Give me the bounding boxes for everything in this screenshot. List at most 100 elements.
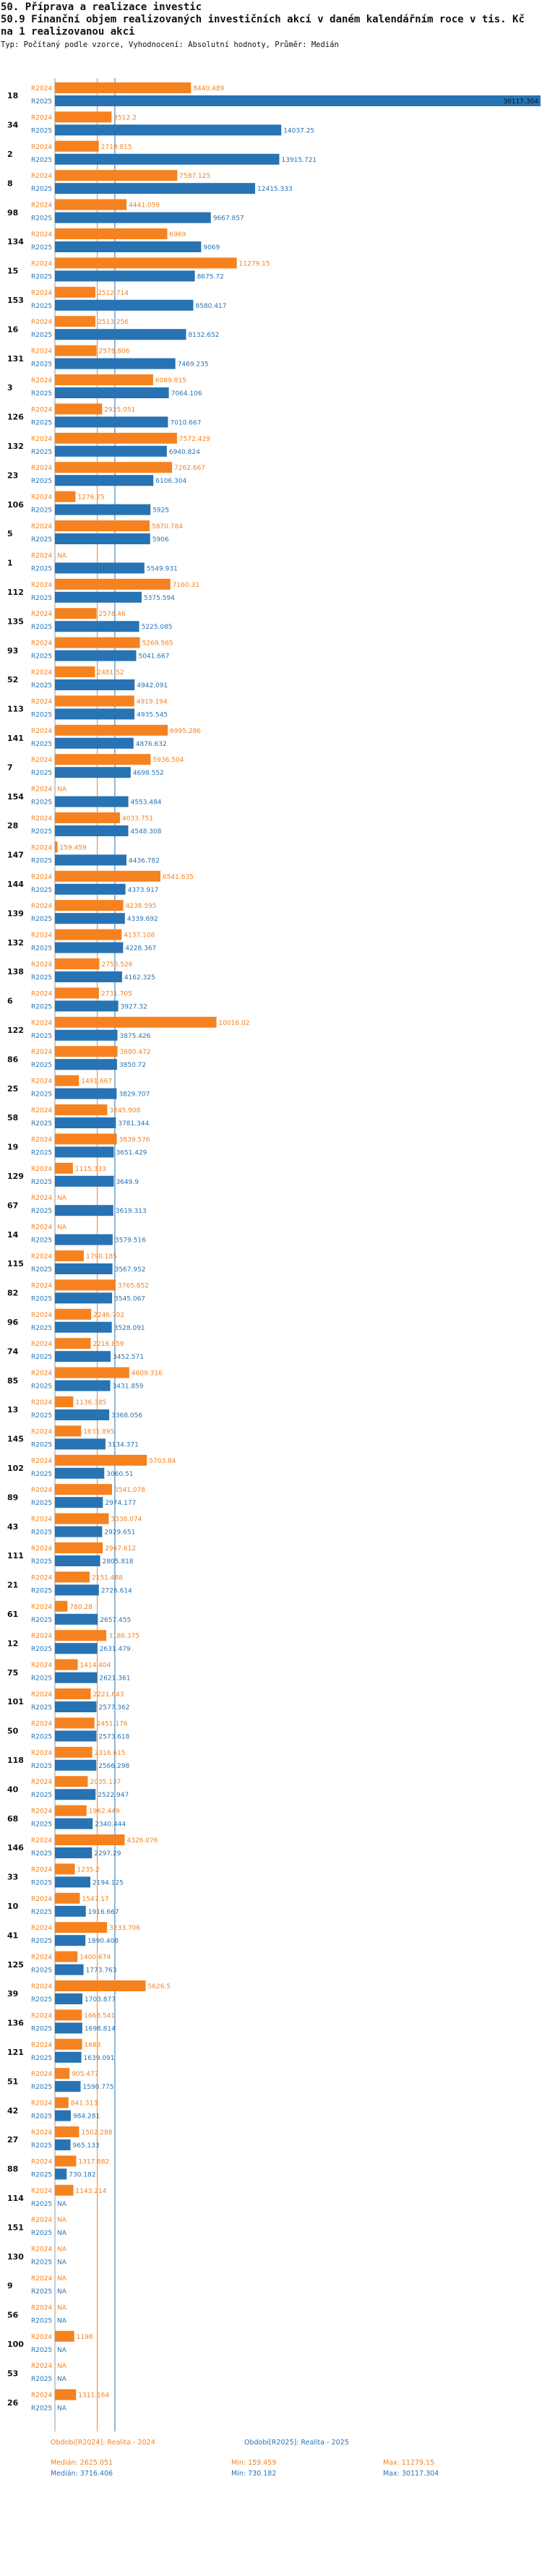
series-label-2024: R2024 (31, 1078, 52, 1086)
value-label-2024: 5703.84 (149, 1458, 176, 1465)
value-label-2024: 3765.852 (118, 1282, 149, 1289)
series-label-2025: R2025 (31, 974, 52, 982)
bar-2025 (55, 212, 211, 223)
value-label-2025: 2929.651 (104, 1529, 135, 1537)
value-label-2025: 1698.814 (85, 2025, 116, 2032)
series-label-2024: R2024 (31, 1866, 52, 1873)
series-label-2024: R2024 (31, 640, 52, 648)
value-label-2025: 3134.371 (108, 1441, 139, 1448)
bar-2024 (55, 2330, 74, 2342)
value-label-2024: 2731.705 (101, 990, 132, 997)
value-label-2025: 3927.32 (121, 1003, 147, 1010)
series-label-2024: R2024 (31, 2392, 52, 2400)
value-label-2025: 1590.775 (82, 2084, 113, 2091)
series-label-2024: R2024 (31, 1428, 52, 1435)
series-label-2024: R2024 (31, 523, 52, 531)
value-label-2025: 2631.479 (100, 1646, 131, 1653)
value-label-2024: 1235.2 (77, 1866, 100, 1873)
series-label-2025: R2025 (31, 2259, 52, 2267)
series-label-2025: R2025 (31, 2347, 52, 2354)
category-label: 52 (7, 675, 18, 684)
value-label-2024: 2512.714 (98, 290, 129, 297)
series-label-2025: R2025 (31, 1879, 52, 1886)
bar-2025 (55, 679, 135, 690)
series-label-2025: R2025 (31, 2142, 52, 2150)
value-label-2024: 5936.504 (152, 757, 184, 764)
series-label-2024: R2024 (31, 1312, 52, 1319)
series-label-2025: R2025 (31, 507, 52, 515)
value-label-2025: 2340.444 (95, 1821, 126, 1829)
series-label-2025: R2025 (31, 2405, 52, 2413)
value-label-2024: 2925.051 (104, 406, 135, 413)
bar-2024 (55, 1075, 79, 1086)
series-label-2024: R2024 (31, 786, 52, 794)
series-label-2025: R2025 (31, 565, 52, 572)
series-label-2024: R2024 (31, 1983, 52, 1991)
bar-2024 (55, 316, 96, 327)
bar-2025 (55, 1175, 114, 1187)
value-label-2024: 4137.108 (124, 932, 155, 940)
category-label: 93 (7, 646, 18, 656)
bar-2024 (55, 374, 153, 385)
category-label: 58 (7, 1113, 18, 1122)
value-label-2025: 7010.667 (170, 419, 201, 426)
bar-2024 (55, 900, 124, 911)
series-label-2025: R2025 (31, 157, 52, 164)
category-label: 74 (7, 1347, 19, 1356)
series-label-2025: R2025 (31, 215, 52, 223)
series-label-2025: R2025 (31, 2084, 52, 2091)
value-label-2025: 3452.571 (113, 1354, 144, 1361)
category-label: 28 (7, 821, 18, 830)
category-label: 112 (7, 588, 24, 597)
value-label-2024: 3880.472 (120, 1049, 151, 1056)
bar-2024 (55, 520, 150, 531)
bar-2025 (55, 942, 124, 953)
bar-2024 (55, 1133, 117, 1145)
value-label-2024: 1502.288 (82, 2129, 113, 2137)
value-label-2025: 6940.824 (169, 449, 200, 456)
series-label-2024: R2024 (31, 1720, 52, 1727)
category-label: 23 (7, 471, 18, 480)
value-label-2025: 3060.51 (106, 1471, 133, 1478)
bar-2025 (55, 2022, 82, 2034)
bar-2025 (55, 1847, 93, 1858)
bar-2025 (55, 1555, 100, 1566)
value-label-2024: 905.477 (72, 2071, 98, 2078)
value-label-2024: 7587.125 (179, 173, 210, 180)
series-label-2025: R2025 (31, 1208, 52, 1215)
value-label-2025: 3781.344 (118, 1120, 149, 1128)
series-label-2024: R2024 (31, 1224, 52, 1232)
bar-2024 (55, 812, 121, 823)
bar-2024 (55, 1279, 116, 1291)
category-label: 154 (7, 792, 24, 802)
series-label-2025: R2025 (31, 244, 52, 252)
category-label: 67 (7, 1201, 18, 1210)
value-label-2025: 4876.632 (136, 741, 167, 748)
category-label: 134 (7, 237, 24, 246)
value-label-2025: 7469.235 (178, 361, 209, 369)
value-label-2024: 3541.078 (114, 1487, 145, 1494)
value-label-2025: 5375.594 (144, 595, 175, 602)
series-label-2025: R2025 (31, 1704, 52, 1712)
bar-2025 (55, 1526, 103, 1537)
value-label-2024: 3338.074 (111, 1516, 142, 1524)
value-label-2025: 2657.455 (100, 1617, 131, 1624)
value-label-2025: 1773.763 (86, 1967, 117, 1975)
series-label-2025: R2025 (31, 1091, 52, 1099)
series-label-2025: R2025 (31, 1763, 52, 1770)
bar-2024 (55, 1454, 147, 1466)
category-label: 21 (7, 1581, 18, 1590)
value-label-2024: 4326.076 (127, 1837, 158, 1845)
value-label-2025: 4373.917 (128, 887, 159, 894)
bar-2025 (55, 1643, 98, 1654)
series-label-2024: R2024 (31, 1954, 52, 1962)
series-label-2025: R2025 (31, 1938, 52, 1945)
bar-2024 (55, 199, 127, 210)
series-label-2024: R2024 (31, 874, 52, 881)
bar-2024 (55, 724, 168, 736)
value-label-2024: NA (57, 786, 67, 794)
value-label-2025: 984.281 (73, 2113, 100, 2121)
bar-2025 (55, 1584, 99, 1596)
bar-2025 (55, 124, 282, 136)
series-label-2024: R2024 (31, 2100, 52, 2108)
